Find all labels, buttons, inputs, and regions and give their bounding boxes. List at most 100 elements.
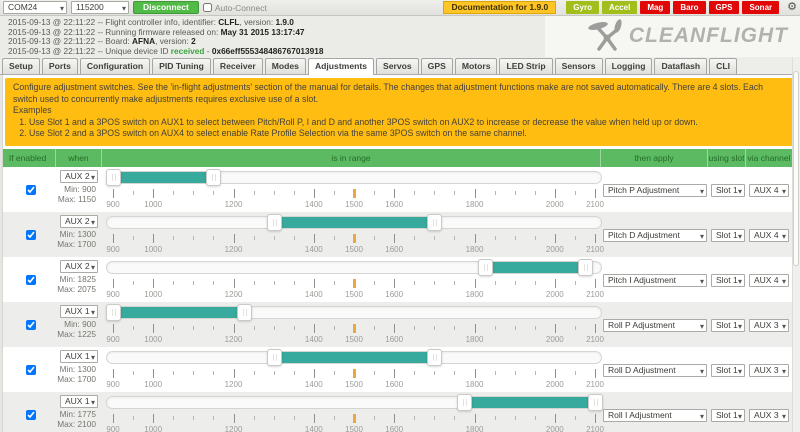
- enable-checkbox[interactable]: [26, 319, 36, 330]
- scale-tick: [374, 190, 376, 195]
- min-label: Min: 1300: [59, 228, 96, 239]
- scale-tick: [454, 415, 456, 420]
- channel-select[interactable]: AUX 2: [60, 259, 98, 273]
- tab-configuration[interactable]: Configuration: [79, 58, 151, 74]
- enable-checkbox[interactable]: [26, 229, 36, 240]
- scale-tick: [113, 188, 114, 198]
- sensor-mag[interactable]: Mag: [640, 1, 671, 14]
- slider-max-handle[interactable]: [427, 348, 443, 366]
- via-channel-select[interactable]: AUX 3: [749, 318, 789, 332]
- scale-tick: [394, 233, 396, 243]
- scale-tick: [574, 370, 576, 375]
- sensor-accel[interactable]: Accel: [601, 1, 638, 14]
- function-select[interactable]: Roll D Adjustment: [603, 363, 707, 377]
- scale-tick: [534, 280, 536, 285]
- slot-select[interactable]: Slot 1: [711, 273, 745, 287]
- function-select[interactable]: Pitch I Adjustment: [603, 273, 707, 287]
- tab-sensors[interactable]: Sensors: [554, 58, 603, 74]
- sensor-gps[interactable]: GPS: [708, 1, 740, 14]
- enable-checkbox[interactable]: [26, 274, 36, 285]
- range-slider: 900 1000 1200 1400 1500 1600 1800 2000 2100: [106, 347, 604, 392]
- tab-gps[interactable]: GPS: [420, 58, 453, 74]
- sensor-sonar[interactable]: Sonar: [742, 1, 780, 14]
- function-select[interactable]: Roll I Adjustment: [603, 408, 707, 422]
- gear-icon[interactable]: ⚙: [787, 1, 797, 13]
- tab-logging[interactable]: Logging: [604, 58, 653, 74]
- scale-tick: [293, 415, 295, 420]
- scale-tick: [454, 190, 456, 195]
- scale-label: 1500: [345, 334, 363, 344]
- slider-max-handle[interactable]: [427, 213, 443, 231]
- documentation-button[interactable]: Documentation for 1.9.0: [443, 1, 557, 14]
- scale-tick: [313, 368, 315, 378]
- scale-tick: [574, 190, 576, 195]
- channel-select[interactable]: AUX 2: [60, 169, 98, 183]
- sensor-gyro[interactable]: Gyro: [566, 1, 599, 14]
- baud-select[interactable]: 115200: [71, 1, 129, 14]
- scale-tick: [333, 280, 335, 285]
- slot-select[interactable]: Slot 1: [711, 408, 745, 422]
- channel-select[interactable]: AUX 2: [60, 214, 98, 228]
- slider-max-handle[interactable]: [236, 303, 252, 321]
- enable-checkbox[interactable]: [26, 364, 36, 375]
- scale-label: 1200: [224, 334, 243, 344]
- vertical-scrollbar[interactable]: [792, 57, 800, 432]
- tab-servos[interactable]: Servos: [376, 58, 419, 74]
- slider-max-handle[interactable]: [206, 168, 222, 186]
- scale-tick: [293, 190, 295, 195]
- slot-select[interactable]: Slot 1: [711, 228, 745, 242]
- scale-tick: [113, 233, 114, 243]
- port-select[interactable]: COM24: [3, 1, 67, 14]
- slider-min-handle[interactable]: [266, 213, 282, 231]
- slot-select[interactable]: Slot 1: [711, 183, 745, 197]
- function-select[interactable]: Pitch D Adjustment: [603, 228, 707, 242]
- slider-min-handle[interactable]: [106, 168, 121, 186]
- scale-tick: [153, 413, 155, 423]
- scale-label: 1400: [304, 289, 323, 299]
- via-channel-select[interactable]: AUX 4: [749, 228, 789, 242]
- slot-select[interactable]: Slot 1: [711, 363, 745, 377]
- channel-select[interactable]: AUX 1: [60, 349, 98, 363]
- slider-min-handle[interactable]: [266, 348, 282, 366]
- slider-max-handle[interactable]: [588, 393, 603, 411]
- sensor-baro[interactable]: Baro: [673, 1, 706, 14]
- via-channel-select[interactable]: AUX 3: [749, 363, 789, 377]
- enable-checkbox[interactable]: [26, 184, 36, 195]
- function-select[interactable]: Roll P Adjustment: [603, 318, 707, 332]
- tab-receiver[interactable]: Receiver: [212, 58, 263, 74]
- tab-pid-tuning[interactable]: PID Tuning: [152, 58, 211, 74]
- scrollbar-thumb[interactable]: [793, 71, 799, 266]
- via-channel-select[interactable]: AUX 4: [749, 183, 789, 197]
- tab-led-strip[interactable]: LED Strip: [499, 58, 553, 74]
- slider-min-handle[interactable]: [457, 393, 473, 411]
- header-when-channel: when channel: [55, 148, 101, 181]
- min-label: Min: 1775: [59, 408, 96, 419]
- scale-tick: [293, 235, 295, 240]
- tab-motors[interactable]: Motors: [454, 58, 498, 74]
- slider-scale: 900 1000 1200 1400 1500 1600 1800 2000 2100: [106, 413, 604, 432]
- disconnect-button[interactable]: Disconnect: [133, 1, 199, 14]
- via-channel-select[interactable]: AUX 4: [749, 273, 789, 287]
- autoconnect-checkbox[interactable]: [202, 3, 212, 12]
- slot-select[interactable]: Slot 1: [711, 318, 745, 332]
- tab-modes[interactable]: Modes: [264, 58, 306, 74]
- scale-tick: [213, 280, 215, 285]
- scale-tick: [554, 233, 556, 243]
- channel-select[interactable]: AUX 1: [60, 394, 98, 408]
- tab-dataflash[interactable]: Dataflash: [654, 58, 708, 74]
- slider-min-handle[interactable]: [477, 258, 493, 276]
- autoconnect-label: Auto-Connect: [214, 2, 267, 13]
- enable-checkbox[interactable]: [26, 409, 36, 420]
- tab-ports[interactable]: Ports: [41, 58, 78, 74]
- scale-tick: [253, 415, 255, 420]
- channel-select[interactable]: AUX 1: [60, 304, 98, 318]
- slider-max-handle[interactable]: [577, 258, 593, 276]
- function-select[interactable]: Pitch P Adjustment: [603, 183, 707, 197]
- tab-setup[interactable]: Setup: [2, 58, 40, 74]
- scale-tick: [394, 368, 396, 378]
- tab-adjustments[interactable]: Adjustments: [307, 58, 374, 75]
- tab-cli[interactable]: CLI: [709, 58, 737, 74]
- slider-min-handle[interactable]: [106, 303, 121, 321]
- via-channel-select[interactable]: AUX 3: [749, 408, 789, 422]
- scale-tick: [454, 280, 456, 285]
